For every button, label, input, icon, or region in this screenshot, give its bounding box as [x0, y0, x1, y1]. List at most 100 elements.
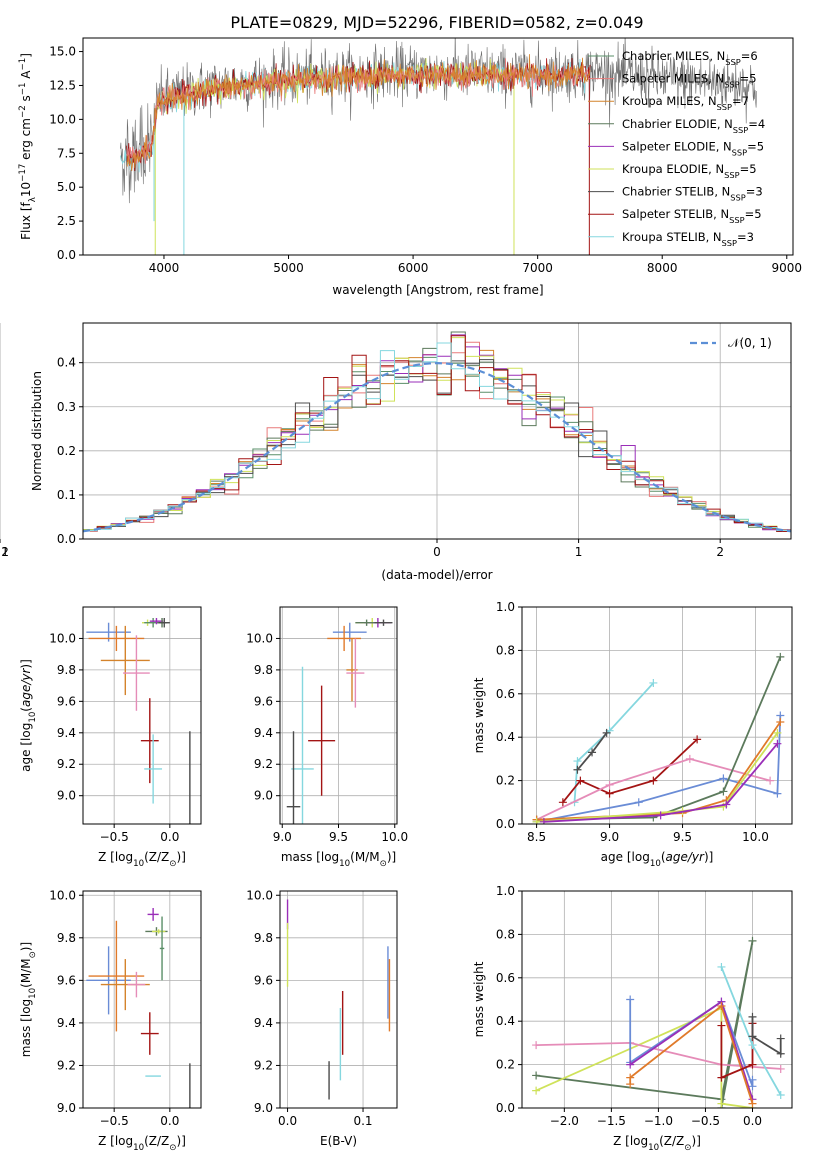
x-tick-label: −1.5	[597, 1114, 626, 1128]
mass-weight-point	[649, 678, 658, 687]
y-tick-label: 9.4	[254, 726, 273, 740]
mass-vs-metallicity-panel: −0.5 0.0 9.0 9.2 9.4 9.6 9.8 10.0 Z [log10(Z/Z⊙)…	[19, 888, 202, 1153]
mass-weight-point	[685, 754, 694, 763]
x-tick-label: 0.0	[160, 1114, 179, 1128]
y-tick-label: 5.0	[57, 180, 76, 194]
mass-weight-point	[656, 811, 665, 820]
massweight-vs-age-panel: 8.5 9.0 9.5 10.0 0.0 0.2 0.4 0.6 0.8 1.0 age [log1…	[472, 600, 793, 869]
x-axis-label: Z [log10(Z/Z⊙)]	[98, 850, 186, 869]
y-tick-label: 9.0	[254, 1101, 273, 1115]
mass-weight-series-line	[751, 1016, 782, 1056]
y-tick-label: 9.6	[254, 973, 273, 987]
x-tick-label: −1	[0, 545, 9, 559]
mass-weight-point	[532, 1071, 541, 1080]
axes-frame	[521, 890, 793, 1109]
y-axis-label: mass [log10(M/M⊙)]	[19, 942, 38, 1057]
mass-weight-point	[773, 789, 782, 798]
y-tick-label: 10.0	[49, 631, 76, 645]
mass-weight-point	[634, 798, 643, 807]
y-tick-label: 9.2	[254, 1058, 273, 1072]
y-tick-label: 9.6	[57, 973, 76, 987]
mass-weight-point	[626, 1060, 635, 1069]
x-tick-label: 0	[433, 545, 441, 559]
mass-weight-point	[776, 1090, 785, 1099]
y-tick-label: 9.8	[57, 931, 76, 945]
x-tick-label: 9.0	[273, 830, 292, 844]
plot-area	[120, 38, 757, 255]
x-tick-label: −0.5	[100, 1114, 129, 1128]
mass-weight-series-line	[536, 757, 771, 821]
y-tick-label: 10.0	[49, 112, 76, 126]
mass-weight-point	[717, 1073, 726, 1082]
y-tick-label: 10.0	[246, 888, 273, 902]
mass-weight-point	[748, 1041, 757, 1050]
y-tick-label: 9.2	[57, 757, 76, 771]
legend-entry: Chabrier ELODIE, NSSP=4	[622, 117, 765, 135]
y-tick-label: 9.0	[57, 1101, 76, 1115]
legend-entry: Kroupa STELIB, NSSP=3	[622, 230, 754, 248]
x-tick-label: −1.0	[644, 1114, 673, 1128]
y-tick-label: 9.0	[57, 789, 76, 803]
plot-area	[532, 652, 785, 824]
model-spectrum-line	[126, 58, 589, 165]
mass-weight-point	[748, 936, 757, 945]
residual-histogram-series	[83, 342, 791, 533]
y-tick-label: 9.4	[57, 726, 76, 740]
x-tick-label: 0.1	[353, 1114, 372, 1128]
x-tick-label: 10.0	[742, 830, 769, 844]
mass-weight-point	[717, 1002, 726, 1011]
x-tick-label: 8.5	[527, 830, 546, 844]
x-tick-label: −0.5	[691, 1114, 720, 1128]
x-tick-label: 0.0	[743, 1114, 762, 1128]
mass-weight-point	[748, 1099, 757, 1108]
x-axis-label: wavelength [Angstrom, rest frame]	[332, 283, 543, 297]
mass-weight-point	[576, 776, 585, 785]
mass-weight-point	[605, 789, 614, 798]
mass-weight-series-line	[535, 1006, 753, 1108]
y-axis-label: mass weight	[472, 961, 486, 1037]
y-tick-label: 9.4	[254, 1016, 273, 1030]
mass-weight-point	[693, 735, 702, 744]
mass-weight-point	[748, 1060, 757, 1069]
mass-weight-point	[588, 748, 597, 757]
y-tick-label: 0.8	[496, 927, 515, 941]
mass-weight-point	[776, 1049, 785, 1058]
x-axis-label: Z [log10(Z/Z⊙)]	[98, 1134, 186, 1153]
x-tick-label: 6000	[398, 261, 429, 275]
mass-weight-point	[722, 800, 731, 809]
x-axis-label: E(B-V)	[320, 1134, 357, 1148]
y-tick-label: 0.1	[57, 488, 76, 502]
mass-weight-point	[532, 1041, 541, 1050]
y-tick-label: 0.0	[57, 248, 76, 262]
mass-weight-point	[532, 817, 541, 824]
x-tick-label: 9.0	[600, 830, 619, 844]
y-tick-label: 9.4	[57, 1016, 76, 1030]
mass-weight-point	[776, 718, 785, 727]
mass-weight-point	[776, 1034, 785, 1043]
mass-weight-series-line	[535, 940, 754, 1108]
massweight-vs-metallicity-panel: −2.0 −1.5 −1.0 −0.5 0.0 0.0 0.2 0.4 0.6 0.8 1.0 Z […	[472, 884, 793, 1153]
x-tick-label: 0.0	[278, 1114, 297, 1128]
normal-distribution-curve	[83, 361, 791, 533]
legend-entry: Salpeter MILES, NSSP=5	[622, 72, 757, 90]
axes-frame	[521, 606, 793, 825]
legend-entry: Salpeter STELIB, NSSP=5	[622, 207, 762, 225]
y-tick-label: 0.4	[496, 1014, 515, 1028]
x-axis-label: Z [log10(Z/Z⊙)]	[613, 1134, 701, 1153]
axes-frame	[82, 606, 202, 825]
axes-frame	[82, 890, 202, 1109]
y-tick-label: 7.5	[57, 146, 76, 160]
y-tick-label: 12.5	[49, 78, 76, 92]
mass-weight-point	[626, 995, 635, 1004]
plot-area	[286, 618, 393, 824]
mass-weight-point	[748, 1012, 757, 1021]
y-tick-label: 10.0	[246, 631, 273, 645]
mass-weight-point	[558, 798, 567, 807]
x-axis-label: age [log10(age/yr)]	[601, 850, 714, 869]
x-tick-label: 8000	[647, 261, 678, 275]
mass-weight-point	[602, 728, 611, 737]
y-tick-label: 0.2	[57, 444, 76, 458]
mass-vs-ebv-panel: 0.0 0.1 9.0 9.2 9.4 9.6 9.8 10.0 E(B-V)	[246, 888, 398, 1148]
y-tick-label: 15.0	[49, 45, 76, 59]
